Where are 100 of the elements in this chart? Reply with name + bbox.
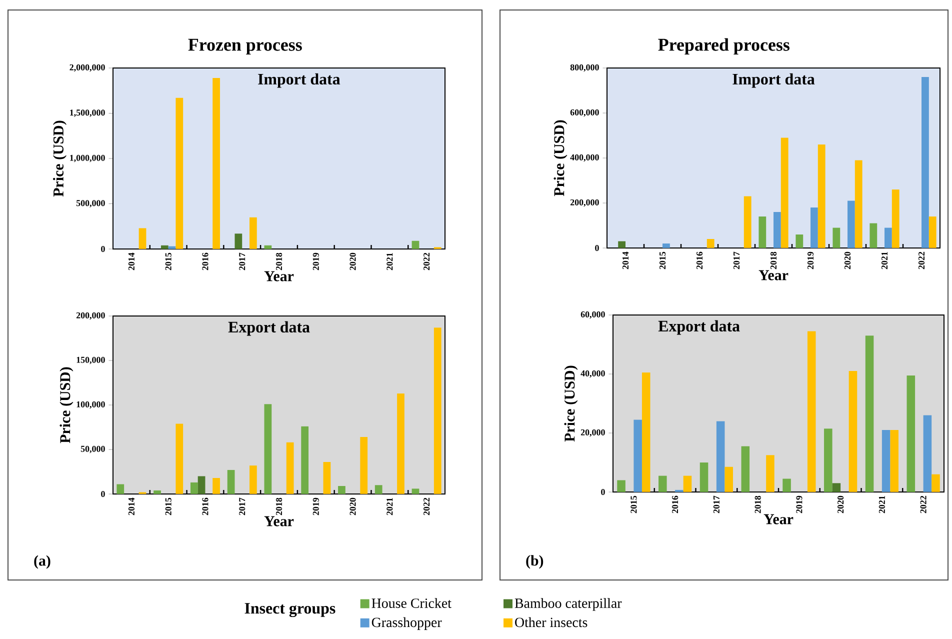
- x-tick-label: 2020: [838, 496, 844, 514]
- bar: [700, 462, 708, 492]
- bar: [848, 200, 855, 248]
- bar: [234, 234, 242, 250]
- y-axis-title: Price (USD): [52, 120, 67, 197]
- bar: [922, 77, 929, 248]
- x-tick-label: 2022: [424, 252, 430, 270]
- legend-label: Other insects: [515, 617, 588, 628]
- bar: [758, 216, 766, 248]
- x-tick-label: 2014: [128, 252, 134, 270]
- bar: [810, 208, 818, 248]
- bar: [675, 490, 684, 492]
- bar: [212, 78, 220, 250]
- x-tick-label: 2020: [350, 252, 356, 270]
- legend-title: Insect groups: [244, 603, 336, 618]
- x-tick-label: 2016: [672, 496, 678, 514]
- y-axis-title: Price (USD): [60, 367, 74, 444]
- y-axis-title: Price (USD): [554, 120, 568, 196]
- x-tick-label: 2016: [202, 252, 208, 270]
- chart-subtitle: Import data: [732, 73, 815, 88]
- x-axis-title: Year: [264, 516, 294, 526]
- x-axis-title: Year: [764, 514, 794, 524]
- bar: [198, 476, 206, 494]
- chart-title: Export data: [228, 321, 310, 336]
- y-tick-label: 150,000: [76, 356, 105, 364]
- y-tick-label: 400,000: [570, 154, 599, 162]
- x-tick-label: 2022: [918, 252, 925, 270]
- x-tick-label: 2018: [754, 496, 761, 514]
- bar: [854, 160, 862, 248]
- bar: [923, 415, 932, 492]
- x-tick-label: 2015: [165, 498, 172, 516]
- x-tick-label: 2018: [276, 498, 282, 516]
- chart-title: Prepared process: [658, 38, 790, 54]
- bar: [301, 426, 309, 494]
- y-tick-label: 100,000: [76, 401, 105, 409]
- bar: [160, 245, 168, 250]
- x-tick-label: 2018: [770, 252, 777, 270]
- bar: [928, 216, 936, 248]
- bar: [412, 240, 420, 250]
- text: (b): [526, 555, 544, 569]
- text: (a): [34, 555, 50, 569]
- x-tick-label: 2017: [239, 498, 246, 516]
- y-tick-label: 0: [601, 488, 605, 496]
- bar: [892, 190, 900, 248]
- bar: [890, 430, 898, 492]
- x-axis-title: Year: [264, 271, 294, 282]
- bar: [832, 483, 841, 492]
- bar: [807, 331, 816, 492]
- bar: [766, 455, 774, 492]
- bar: [683, 476, 692, 492]
- bar: [360, 437, 368, 494]
- bar: [774, 212, 781, 248]
- bar: [870, 223, 878, 248]
- x-tick-label: 2015: [659, 252, 666, 270]
- bar: [249, 466, 257, 494]
- y-tick-label: 0: [101, 246, 105, 252]
- x-tick-label: 2016: [202, 498, 208, 516]
- y-tick-label: 20,000: [580, 429, 605, 437]
- y-tick-label: 0: [101, 490, 105, 498]
- bar: [744, 196, 752, 248]
- x-tick-label: 2017: [239, 252, 246, 270]
- x-tick-label: 2015: [630, 496, 637, 514]
- x-tick-label: 2016: [696, 252, 703, 270]
- bar: [932, 474, 940, 492]
- y-tick-label: 200,000: [570, 199, 599, 207]
- bar: [176, 424, 184, 494]
- x-tick-label: 2019: [796, 496, 802, 514]
- y-tick-label: 2,000,000: [70, 64, 105, 72]
- bar: [116, 484, 124, 494]
- bar: [706, 239, 714, 248]
- bar: [138, 228, 146, 250]
- bar: [818, 144, 826, 248]
- bar: [658, 476, 667, 492]
- bar: [906, 375, 916, 492]
- bar: [190, 482, 198, 494]
- y-tick-label: 600,000: [570, 109, 599, 117]
- x-tick-label: 2020: [350, 498, 356, 516]
- x-tick-label: 2021: [386, 498, 393, 516]
- x-tick-label: 2019: [807, 252, 814, 270]
- bar: [662, 244, 670, 248]
- bar: [412, 488, 420, 494]
- x-tick-label: 2015: [165, 252, 172, 270]
- x-tick-label: 2019: [312, 252, 319, 270]
- x-tick-label: 2014: [128, 498, 134, 516]
- y-tick-label: 200,000: [76, 312, 105, 320]
- chart-title: Frozen process: [188, 38, 302, 54]
- y-tick-label: 60,000: [580, 311, 605, 319]
- bar: [264, 404, 272, 494]
- bar: [212, 478, 220, 494]
- bar: [338, 486, 346, 494]
- x-tick-label: 2021: [881, 252, 888, 270]
- x-tick-label: 2019: [312, 498, 319, 516]
- legend-label: Grasshopper: [372, 617, 442, 630]
- bar: [249, 217, 257, 250]
- bar: [724, 466, 733, 492]
- bar: [286, 442, 294, 494]
- bar: [716, 421, 725, 492]
- y-axis-title: Price (USD): [564, 366, 578, 442]
- bar: [741, 446, 750, 492]
- bar: [634, 420, 642, 492]
